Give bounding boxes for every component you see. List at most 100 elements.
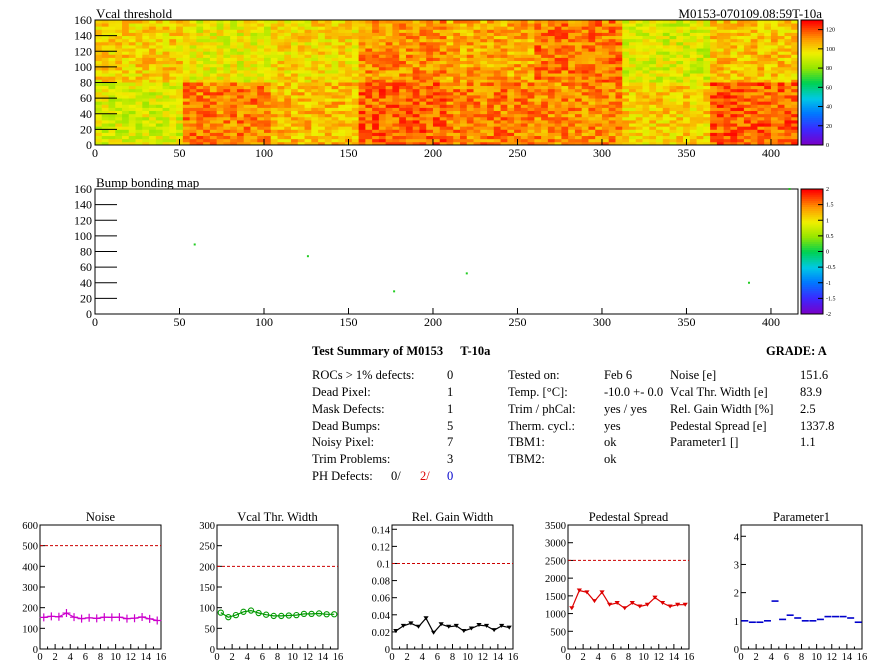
- y-tick-label: 2500: [545, 556, 566, 567]
- heatmap-cell: [426, 101, 434, 105]
- vcal-width-point: [285, 612, 292, 619]
- heatmap-cell: [527, 101, 535, 105]
- heatmap-cell: [358, 123, 366, 127]
- heatmap-cell: [358, 91, 366, 96]
- heatmap-cell: [345, 54, 353, 58]
- heatmap-cell: [405, 135, 414, 140]
- heatmap-cell: [419, 113, 427, 118]
- heatmap-cell: [216, 57, 224, 62]
- heatmap-cell: [527, 129, 535, 133]
- heatmap-cell: [372, 85, 380, 90]
- heatmap-cell: [568, 26, 576, 30]
- pedestal-spread-title: Pedestal Spread: [589, 510, 669, 524]
- heatmap-cell: [291, 41, 299, 46]
- heatmap-cell: [649, 123, 657, 127]
- heatmap-cell: [710, 54, 718, 58]
- heatmap-cell: [345, 57, 353, 62]
- heatmap-cell: [236, 45, 245, 49]
- heatmap-cell: [676, 104, 684, 108]
- x-tick-label: 6: [435, 652, 440, 663]
- heatmap-cell: [500, 101, 508, 105]
- heatmap-cell: [770, 79, 779, 83]
- heatmap-cell: [710, 38, 718, 43]
- heatmap-cell: [405, 29, 414, 33]
- heatmap-cell: [345, 85, 353, 90]
- heatmap-cell: [149, 35, 157, 40]
- heatmap-cell: [791, 20, 799, 24]
- heatmap-cell: [669, 51, 677, 55]
- heatmap-cell: [169, 104, 177, 108]
- heatmap-cell: [95, 110, 103, 115]
- heatmap-cell: [730, 141, 738, 146]
- heatmap-cell: [351, 95, 360, 99]
- heatmap-cell: [595, 60, 603, 65]
- heatmap-cell: [365, 116, 373, 121]
- heatmap-cell: [750, 70, 758, 74]
- heatmap-cell: [108, 120, 116, 124]
- heatmap-cell: [629, 88, 637, 93]
- heatmap-cell: [493, 104, 501, 108]
- heatmap-cell: [629, 38, 637, 43]
- result-label: Vcal Thr. Width [e]: [670, 385, 768, 399]
- heatmap-cell: [696, 73, 704, 77]
- heatmap-cell: [297, 41, 305, 46]
- heatmap-cell: [345, 98, 353, 102]
- heatmap-cell: [176, 110, 184, 115]
- heatmap-cell: [115, 32, 123, 37]
- heatmap-cell: [656, 70, 664, 74]
- heatmap-cell: [703, 54, 711, 58]
- heatmap-cell: [466, 120, 474, 124]
- heatmap-cell: [716, 35, 725, 40]
- heatmap-cell: [649, 126, 657, 130]
- heatmap-cell: [561, 73, 569, 77]
- heatmap-cell: [547, 35, 556, 40]
- x-tick-label: 4: [420, 652, 426, 663]
- heatmap-cell: [629, 26, 637, 30]
- heatmap-cell: [230, 54, 238, 58]
- heatmap-cell: [642, 88, 650, 93]
- heatmap-cell: [270, 76, 278, 80]
- heatmap-cell: [338, 66, 346, 71]
- heatmap-cell: [514, 66, 522, 71]
- heatmap-cell: [487, 116, 495, 121]
- heatmap-cell: [236, 138, 245, 143]
- heatmap-cell: [223, 32, 231, 37]
- heatmap-cell: [446, 116, 454, 121]
- heatmap-cell: [615, 141, 623, 146]
- heatmap-cell: [196, 63, 204, 68]
- heatmap-cell: [500, 48, 508, 52]
- heatmap-cell: [480, 113, 488, 118]
- heatmap-cell: [236, 41, 245, 46]
- heatmap-cell: [730, 26, 738, 30]
- heatmap-cell: [601, 45, 610, 49]
- heatmap-cell: [676, 141, 684, 146]
- heatmap-cell: [257, 35, 265, 40]
- heatmap-cell: [392, 132, 400, 137]
- ph-defects-label: PH Defects:: [312, 469, 373, 483]
- heatmap-cell: [115, 20, 123, 24]
- heatmap-cell: [392, 60, 400, 65]
- heatmap-cell: [230, 35, 238, 40]
- heatmap-cell: [649, 23, 657, 27]
- heatmap-cell: [770, 60, 779, 65]
- heatmap-cell: [338, 60, 346, 65]
- heatmap-cell: [561, 76, 569, 80]
- heatmap-cell: [412, 120, 420, 124]
- heatmap-cell: [209, 132, 218, 137]
- heatmap-cell: [155, 98, 163, 102]
- heatmap-cell: [338, 38, 346, 43]
- scale-step: [801, 35, 823, 38]
- heatmap-cell: [277, 79, 285, 83]
- heatmap-cell: [345, 63, 353, 68]
- heatmap-cell: [777, 129, 785, 133]
- heatmap-cell: [622, 141, 630, 146]
- heatmap-cell: [203, 70, 211, 74]
- heatmap-cell: [723, 123, 731, 127]
- heatmap-cell: [608, 85, 616, 90]
- heatmap-cell: [142, 26, 150, 30]
- heatmap-cell: [419, 63, 427, 68]
- heatmap-cell: [770, 98, 779, 102]
- heatmap-cell: [277, 126, 285, 130]
